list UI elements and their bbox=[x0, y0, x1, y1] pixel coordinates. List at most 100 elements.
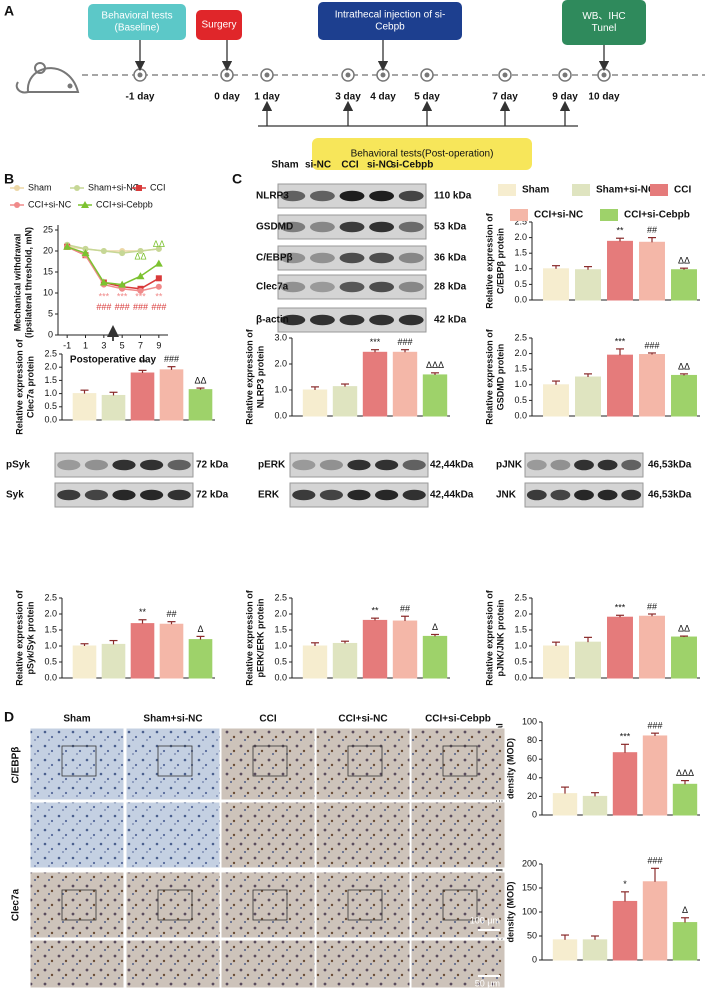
blot-band bbox=[292, 489, 316, 501]
error-bar bbox=[651, 867, 659, 882]
blot-size: 36 kDa bbox=[434, 253, 467, 264]
blot-band bbox=[550, 459, 571, 471]
blot-band bbox=[526, 489, 547, 501]
blot-size: 28 kDa bbox=[434, 282, 467, 293]
legend-label: CCI+si-NC bbox=[28, 199, 72, 209]
step-text: Surgery bbox=[201, 20, 236, 31]
y-axis-label: (ipsilateral threshold, mN) bbox=[23, 227, 33, 338]
blot-band bbox=[84, 459, 108, 471]
y-tick-label: 150 bbox=[522, 882, 537, 892]
blot-band bbox=[140, 489, 164, 501]
zoom-box bbox=[157, 745, 193, 777]
blot-band bbox=[319, 459, 343, 471]
y-tick-label: 0 bbox=[48, 329, 53, 339]
y-tick-label: 0.0 bbox=[514, 672, 527, 682]
y-tick-label: 20 bbox=[43, 245, 53, 255]
blot-band bbox=[369, 190, 395, 202]
column-label: CCI+si-Cebpb bbox=[425, 714, 491, 725]
error-bar bbox=[80, 643, 89, 646]
error-bar bbox=[401, 615, 409, 622]
micrograph bbox=[410, 801, 506, 869]
bar bbox=[159, 369, 184, 421]
y-tick-label: 1.0 bbox=[44, 640, 57, 650]
panel-label: D bbox=[4, 709, 14, 725]
significance: ### bbox=[151, 302, 166, 312]
error-bar bbox=[311, 386, 319, 390]
y-axis-label: Relative expression of bbox=[14, 338, 24, 435]
bar bbox=[639, 354, 665, 417]
scale-label: 50 μm bbox=[475, 978, 500, 988]
point bbox=[155, 283, 162, 290]
y-axis-label: Clec7a protein bbox=[25, 356, 35, 418]
x-tick-label: 1 bbox=[83, 340, 88, 350]
legend-label: CCI+si-Cebpb bbox=[96, 199, 153, 209]
bar bbox=[582, 795, 608, 816]
error-bar bbox=[552, 380, 560, 385]
y-tick-label: 2.0 bbox=[274, 608, 287, 618]
y-tick-label: 5 bbox=[48, 308, 53, 318]
micrograph bbox=[410, 727, 506, 801]
error-bar bbox=[681, 917, 689, 923]
error-bar bbox=[681, 779, 689, 785]
significance: ** bbox=[139, 358, 147, 368]
column-label: Sham+si-NC bbox=[143, 714, 202, 725]
micrograph bbox=[220, 727, 316, 801]
significance: ### bbox=[647, 721, 662, 731]
error-bar bbox=[109, 639, 118, 645]
legend-label: Sham+si-NC bbox=[596, 185, 655, 196]
significance: ΔΔΔ bbox=[676, 768, 694, 778]
step-text: (Baseline) bbox=[114, 23, 159, 34]
blot-size: 42,44kDa bbox=[430, 490, 474, 501]
blot-band bbox=[339, 281, 365, 293]
error-bar bbox=[616, 348, 624, 356]
y-axis-label: NLRP3 protein bbox=[255, 346, 265, 409]
error-bar bbox=[341, 640, 349, 644]
error-bar bbox=[561, 934, 569, 940]
error-bar bbox=[680, 373, 688, 376]
y-axis-label: Mechanical withdrawal bbox=[12, 234, 22, 332]
y-tick-label: 0.0 bbox=[44, 414, 57, 424]
day-dot-core bbox=[224, 72, 230, 78]
significance: ## bbox=[400, 604, 410, 614]
legend-marker bbox=[74, 185, 80, 191]
bar bbox=[332, 386, 358, 417]
blot-band bbox=[309, 190, 335, 202]
blot-band bbox=[574, 459, 594, 471]
legend-marker bbox=[14, 185, 20, 191]
significance: Δ bbox=[432, 622, 438, 632]
error-bar bbox=[584, 373, 592, 377]
zoom-box bbox=[252, 745, 288, 777]
error-bar bbox=[431, 633, 439, 637]
bar bbox=[612, 900, 638, 961]
y-tick-label: 1.0 bbox=[44, 388, 57, 398]
bar bbox=[575, 376, 601, 417]
error-bar bbox=[167, 366, 176, 370]
lane-label: si-Cebpb bbox=[391, 160, 434, 171]
day-dot-core bbox=[601, 72, 607, 78]
blot-label: pERK bbox=[258, 460, 286, 471]
bar bbox=[575, 641, 601, 679]
zoom-box bbox=[442, 745, 478, 777]
error-bar bbox=[680, 267, 688, 270]
error-bar bbox=[616, 614, 624, 618]
y-tick-label: 1.0 bbox=[514, 379, 527, 389]
column-label: CCI bbox=[259, 714, 276, 725]
lane-label: CCI bbox=[341, 160, 358, 171]
step-text: WB、IHC bbox=[582, 11, 625, 22]
blot-band bbox=[319, 489, 343, 501]
y-tick-label: 0.5 bbox=[514, 395, 527, 405]
y-tick-label: 100 bbox=[522, 716, 537, 726]
y-axis-label: density (MOD) bbox=[505, 738, 515, 799]
lane-label: si-NC bbox=[367, 160, 393, 171]
scale-label: 100 μm bbox=[470, 915, 500, 925]
row-label: C/EBPβ bbox=[11, 747, 22, 784]
bar bbox=[392, 620, 418, 679]
y-tick-label: 2.0 bbox=[44, 608, 57, 618]
blot-band bbox=[57, 459, 81, 471]
blot-band bbox=[574, 489, 594, 501]
blot-band bbox=[347, 459, 371, 471]
y-tick-label: 0.0 bbox=[514, 410, 527, 420]
step-text: Cebpb bbox=[375, 22, 405, 33]
step-text: Intrathecal injection of si- bbox=[335, 10, 446, 21]
y-axis-label: GSDMD protein bbox=[495, 344, 505, 411]
